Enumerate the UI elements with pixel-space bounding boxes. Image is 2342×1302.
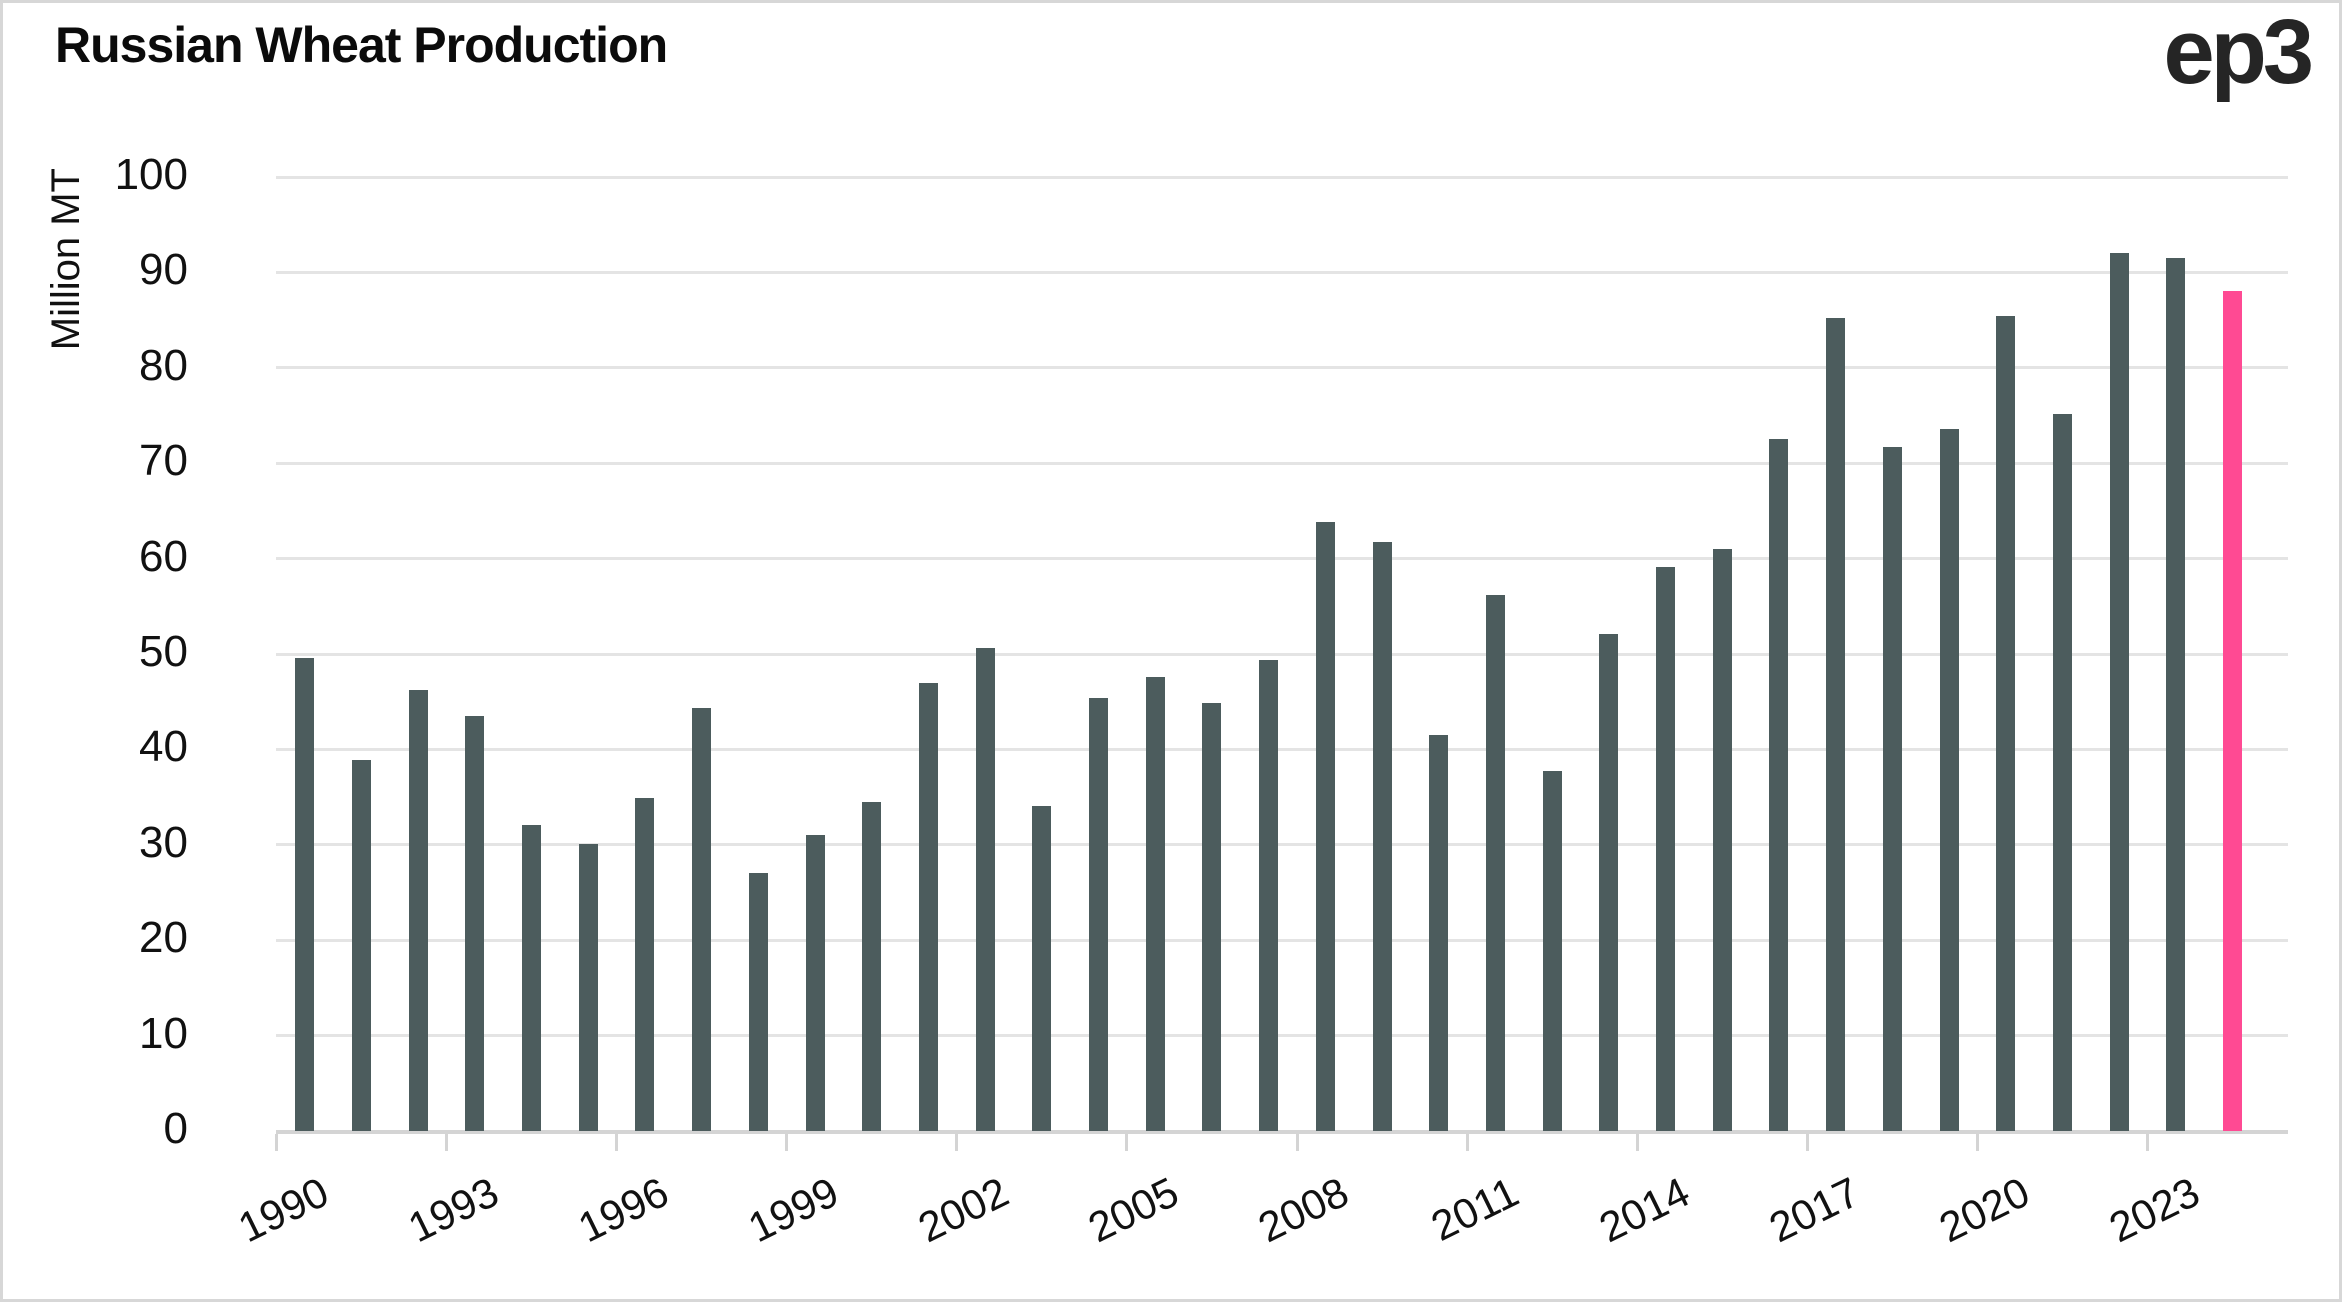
x-axis-tick-1996 [615,1134,619,1151]
bar-1993 [465,716,485,1131]
bar-1992 [408,690,428,1131]
y-tick-label-70: 70 [139,436,188,486]
bar-2013 [1599,633,1619,1131]
gridline-100 [276,175,2288,179]
bar-1998 [748,873,768,1131]
bar-2019 [1939,428,1959,1131]
y-tick-label-20: 20 [139,913,188,963]
y-tick-label-10: 10 [139,1008,188,1058]
bar-1991 [351,759,371,1131]
gridline-60 [276,557,2288,561]
gridline-30 [276,843,2288,847]
gridline-70 [276,461,2288,465]
x-tick-label-2014: 2014 [1591,1168,1697,1252]
y-tick-label-80: 80 [139,340,188,390]
x-tick-label-1990: 1990 [230,1168,336,1252]
x-axis-tick-2017 [1805,1134,1809,1151]
gridline-80 [276,366,2288,370]
bar-2011 [1485,594,1505,1131]
y-tick-label-90: 90 [139,245,188,295]
bar-2007 [1259,659,1279,1131]
y-tick-label-60: 60 [139,531,188,581]
bar-2004 [1089,697,1109,1131]
bar-1994 [522,824,542,1131]
bar-1997 [692,708,712,1131]
x-axis-tick-2005 [1125,1134,1129,1151]
gridline-20 [276,938,2288,942]
bar-1996 [635,798,655,1131]
bar-2006 [1202,702,1222,1131]
bar-2000 [862,801,882,1131]
bar-2014 [1656,567,1676,1131]
ep3-logo: ep3 [2163,1,2314,103]
x-axis-tick-2008 [1295,1134,1299,1151]
x-tick-label-2005: 2005 [1081,1168,1186,1252]
bar-2012 [1542,771,1562,1131]
y-tick-label-100: 100 [114,150,188,199]
gridline-50 [276,652,2288,656]
bar-2020 [1996,316,2016,1131]
x-axis-tick-2020 [1975,1134,1979,1151]
bar-2008 [1315,522,1335,1131]
y-tick-label-0: 0 [163,1104,188,1153]
x-tick-label-2011: 2011 [1424,1168,1527,1250]
x-axis-tick-1990 [274,1134,278,1151]
bar-2022 [2109,253,2129,1131]
bar-2017 [1826,318,1846,1131]
bar-2015 [1712,549,1732,1131]
x-tick-label-1993: 1993 [400,1168,506,1252]
x-tick-label-1996: 1996 [570,1168,676,1252]
x-axis-tick-2002 [955,1134,959,1151]
x-tick-label-2002: 2002 [911,1168,1016,1252]
x-tick-label-2017: 2017 [1761,1168,1867,1252]
bar-2003 [1032,805,1052,1131]
bar-2021 [2052,413,2072,1131]
x-axis-tick-1999 [785,1134,789,1151]
bar-2002 [975,648,995,1131]
x-tick-label-1999: 1999 [741,1168,846,1252]
chart-title: Russian Wheat Production [55,17,668,73]
bar-2009 [1372,542,1392,1131]
bar-1990 [295,657,315,1131]
bar-2010 [1429,735,1449,1131]
x-tick-label-2023: 2023 [2101,1168,2207,1252]
x-axis-tick-1993 [445,1134,448,1151]
y-tick-label-40: 40 [139,722,188,772]
x-axis-tick-2014 [1635,1134,1639,1151]
bar-2005 [1145,676,1165,1131]
bar-2016 [1769,439,1789,1131]
gridline-10 [276,1034,2288,1038]
x-axis-tick-2023 [2146,1134,2149,1151]
bar-1999 [805,835,825,1131]
bar-2023 [2166,258,2186,1131]
gridline-90 [276,270,2288,274]
y-tick-label-50: 50 [139,627,188,676]
bar-2018 [1882,446,1902,1131]
x-axis-tick-2011 [1465,1134,1469,1151]
x-tick-label-2008: 2008 [1251,1168,1356,1252]
y-tick-label-30: 30 [139,817,188,867]
x-tick-label-2020: 2020 [1931,1168,2037,1252]
bar-1995 [578,843,598,1131]
bar-2024 [2223,291,2243,1131]
bar-2001 [918,682,938,1131]
gridline-0 [276,1129,2288,1134]
gridline-40 [276,747,2288,751]
